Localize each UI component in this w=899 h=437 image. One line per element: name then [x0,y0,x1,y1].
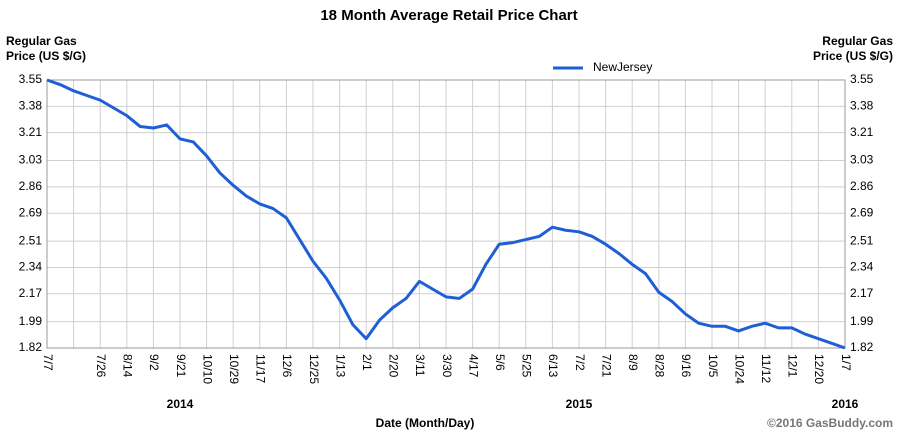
x-tick-label: 12/6 [280,354,294,378]
data-line [46,78,846,350]
y-tick-label: 2.69 [19,205,43,219]
credit: ©2016 GasBuddy.com [767,416,893,430]
x-tick-label: 9/2 [147,354,161,371]
y2-tick-label: 2.17 [850,286,874,300]
plot-border [46,79,846,349]
y-tick-label: 1.82 [19,340,43,354]
y-tick-label: 3.38 [19,99,43,113]
y-tick-label: 2.34 [19,260,43,274]
y2-axis-title: Regular Gas [822,34,893,48]
y-tick-label: 2.86 [19,179,43,193]
y2-tick-label: 3.03 [850,153,874,167]
x-tick-label: 2/1 [360,354,374,371]
y2-axis-title: Price (US $/G) [813,49,893,63]
legend-label: NewJersey [593,60,652,74]
x-tick-label: 3/11 [413,354,427,377]
y-tick-label: 2.51 [19,233,43,247]
year-label: 2016 [832,397,859,411]
year-label: 2015 [566,397,593,411]
y-tick-label: 3.03 [19,153,43,167]
x-tick-label: 7/26 [94,354,108,378]
y2-tick-label: 2.69 [850,205,874,219]
y2-tick-label: 3.21 [850,125,874,139]
y-tick-label: 2.17 [19,286,43,300]
y2-tick-label: 2.34 [850,260,874,274]
y2-tick-label: 2.86 [850,179,874,193]
x-tick-label: 10/10 [200,354,214,384]
x-tick-label: 11/17 [254,354,268,383]
x-tick-label: 1/7 [839,354,853,371]
y2-tick-label: 3.38 [850,99,874,113]
x-tick-label: 7/7 [41,354,55,371]
x-tick-label: 8/28 [653,354,667,378]
x-tick-label: 5/25 [520,354,534,378]
y-axis-title: Price (US $/G) [6,49,86,63]
y-axis-title: Regular Gas [6,34,77,48]
x-tick-label: 8/9 [626,354,640,371]
y2-tick-label: 1.99 [850,314,874,328]
x-tick-label: 12/20 [812,354,826,384]
x-tick-label: 9/21 [174,354,188,378]
x-tick-label: 11/12 [759,354,773,383]
x-tick-label: 10/24 [732,354,746,384]
chart-title: 18 Month Average Retail Price Chart [320,7,577,24]
y-tick-label: 3.21 [19,125,43,139]
x-tick-label: 3/30 [440,354,454,378]
x-tick-label: 7/21 [599,354,613,378]
y2-tick-label: 3.55 [850,72,874,86]
x-tick-label: 6/13 [546,354,560,378]
x-tick-label: 5/6 [493,354,507,371]
year-label: 2014 [167,397,194,411]
x-tick-label: 2/20 [387,354,401,378]
x-tick-label: 4/17 [466,354,480,378]
y-tick-label: 1.99 [19,314,43,328]
x-tick-label: 7/2 [573,354,587,371]
x-tick-label: 10/5 [706,354,720,378]
x-tick-label: 1/13 [333,354,347,378]
x-axis-title: Date (Month/Day) [376,416,475,430]
x-tick-label: 8/14 [121,354,135,378]
y2-tick-label: 2.51 [850,233,874,247]
x-tick-label: 12/1 [786,354,800,378]
y2-tick-label: 1.82 [850,340,874,354]
x-tick-label: 10/29 [227,354,241,384]
x-tick-label: 9/16 [679,354,693,378]
x-tick-label: 12/25 [307,354,321,384]
y-tick-label: 3.55 [19,72,43,86]
